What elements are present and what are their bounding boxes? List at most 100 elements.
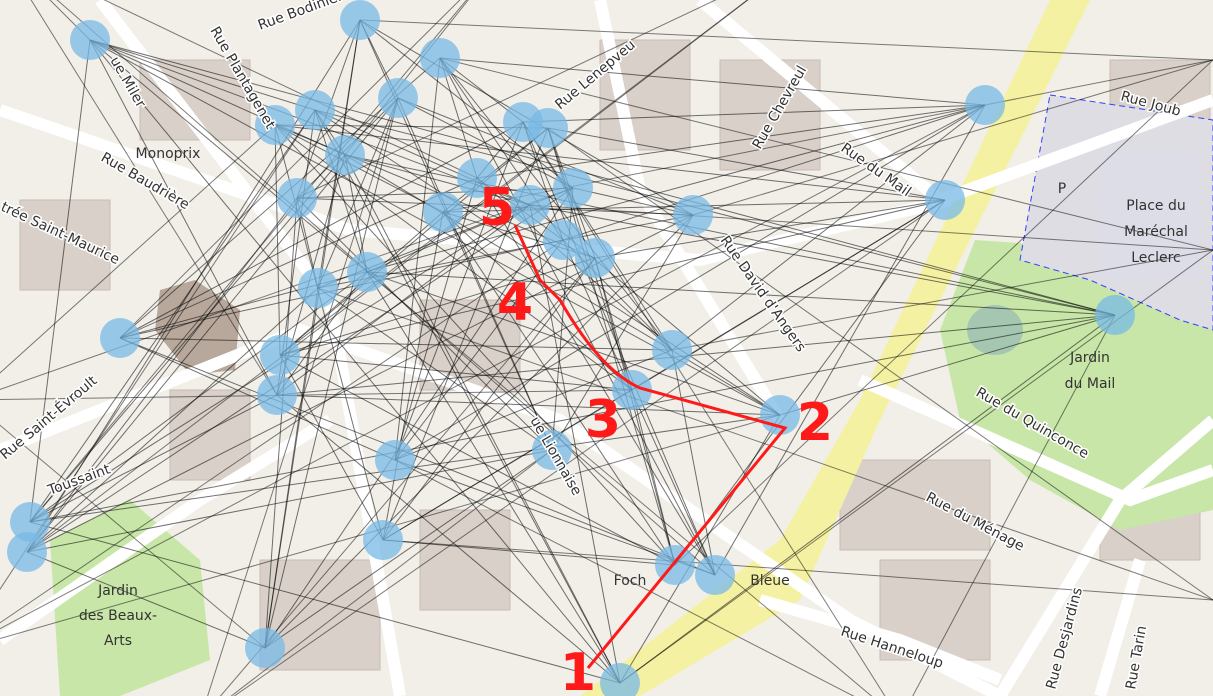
- link: [276, 394, 621, 684]
- link: [279, 257, 596, 356]
- stop-node: [510, 185, 550, 225]
- link: [522, 121, 673, 351]
- link: [522, 104, 986, 123]
- link: [674, 199, 946, 566]
- link: [671, 249, 1213, 351]
- link: [382, 539, 676, 566]
- link: [317, 287, 553, 451]
- link: [26, 551, 266, 649]
- link: [26, 187, 574, 553]
- link: [442, 211, 633, 391]
- link: [89, 39, 621, 684]
- link: [314, 109, 368, 273]
- link: [274, 124, 946, 201]
- stop-node: [673, 195, 713, 235]
- link: [594, 257, 676, 566]
- link: [671, 349, 716, 576]
- link: [279, 354, 384, 541]
- place-label: Place du: [1126, 198, 1185, 214]
- link: [344, 154, 781, 416]
- link: [366, 204, 531, 273]
- route-stop-number: 1: [560, 643, 596, 696]
- link: [89, 39, 278, 396]
- link: [551, 214, 694, 451]
- link: [394, 349, 673, 461]
- link: [594, 199, 946, 259]
- place-label: Monoprix: [136, 146, 201, 162]
- stop-node: [70, 20, 110, 60]
- route-stop-number: 3: [585, 390, 621, 450]
- link: [296, 0, 717, 199]
- stop-node: [575, 238, 615, 278]
- link: [779, 314, 1116, 416]
- link: [912, 314, 1116, 696]
- link: [572, 187, 694, 216]
- link: [29, 39, 91, 523]
- link: [0, 104, 986, 630]
- link: [671, 104, 986, 351]
- link: [314, 109, 781, 416]
- link: [439, 57, 1213, 251]
- stop-node: [695, 555, 735, 595]
- link: [529, 204, 1116, 316]
- stop-node: [325, 135, 365, 175]
- stop-node: [298, 268, 338, 308]
- buildings: [19, 39, 1211, 671]
- link: [296, 197, 694, 216]
- link: [119, 177, 478, 339]
- link: [30, 0, 278, 396]
- link: [264, 449, 553, 649]
- link: [314, 109, 531, 206]
- link: [562, 104, 986, 241]
- link: [0, 239, 564, 624]
- link: [439, 57, 716, 576]
- link: [264, 214, 694, 649]
- link: [119, 239, 564, 339]
- stop-node: [260, 335, 300, 375]
- stop-node: [760, 395, 800, 435]
- park: [50, 500, 210, 696]
- link: [279, 199, 946, 356]
- place-label: Jardin: [1069, 350, 1110, 366]
- stop-node: [257, 375, 297, 415]
- link: [382, 199, 946, 541]
- place-label: Arts: [104, 633, 132, 649]
- link: [394, 459, 855, 696]
- link: [0, 389, 633, 401]
- link: [439, 57, 478, 179]
- link: [314, 109, 1116, 316]
- stop-node: [457, 158, 497, 198]
- link: [359, 19, 1213, 61]
- place-label: Leclerc: [1131, 250, 1181, 266]
- link: [29, 109, 316, 523]
- link: [382, 539, 1213, 601]
- link: [276, 204, 531, 396]
- link: [119, 337, 673, 351]
- stop-node: [612, 370, 652, 410]
- boulevard: [580, 0, 1090, 696]
- link: [394, 121, 524, 461]
- link: [29, 521, 621, 684]
- link: [119, 337, 716, 576]
- link: [522, 121, 886, 696]
- link: [529, 204, 1213, 251]
- link: [89, 39, 346, 156]
- link: [397, 97, 574, 189]
- route-stop-number: 4: [497, 273, 533, 333]
- link: [279, 354, 676, 566]
- link: [674, 59, 1213, 566]
- link: [366, 271, 1116, 316]
- link: [119, 0, 461, 339]
- stop-node: [965, 85, 1005, 125]
- stop-node: [347, 252, 387, 292]
- link: [29, 314, 1116, 523]
- link: [26, 449, 553, 553]
- link: [0, 187, 574, 390]
- link: [103, 0, 478, 179]
- link: [279, 354, 633, 391]
- link: [366, 271, 781, 416]
- link: [26, 97, 399, 553]
- link: [49, 0, 91, 41]
- link: [274, 124, 281, 356]
- place-label: du Mail: [1065, 376, 1116, 392]
